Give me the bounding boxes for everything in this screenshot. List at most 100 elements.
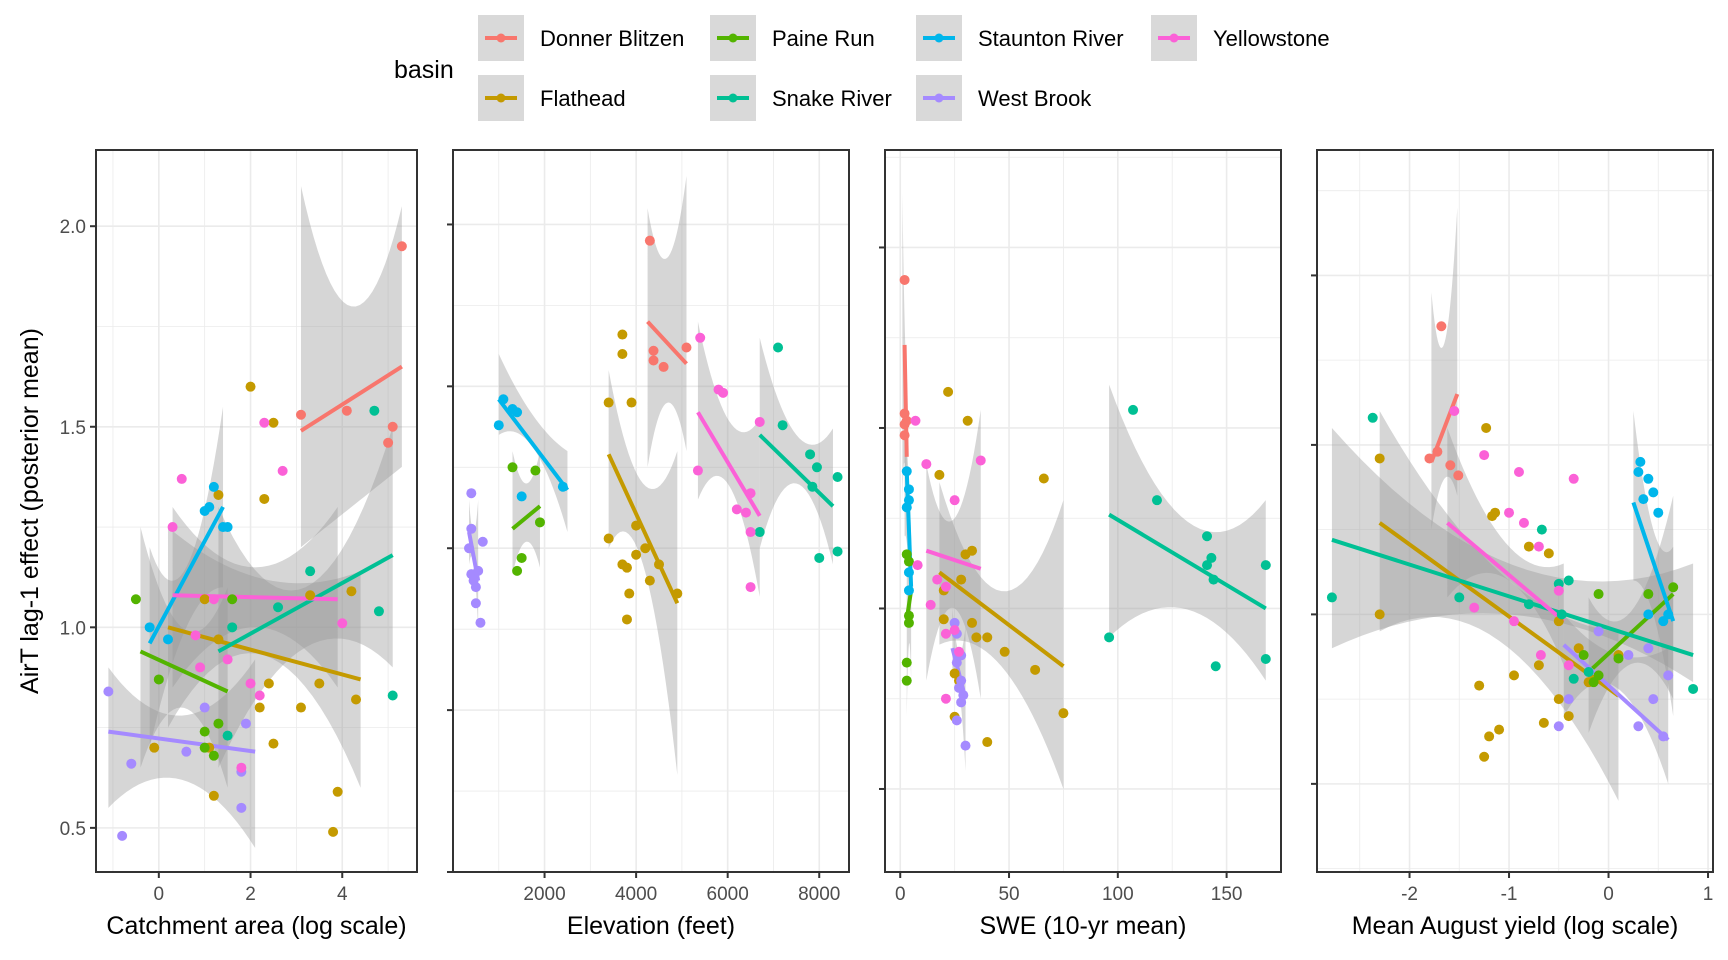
panel-background: [96, 150, 417, 872]
point-flathead: [617, 348, 628, 359]
x-axis-title: Catchment area (log scale): [106, 912, 406, 940]
fit-line-staunton-river: [1631, 501, 1676, 622]
point-flathead: [621, 614, 632, 625]
point-yellowstone: [912, 560, 923, 571]
point-staunton-river: [1653, 507, 1664, 518]
point-west-brook: [468, 575, 479, 586]
point-paine-run: [1643, 589, 1654, 600]
point-snake-river: [1202, 531, 1213, 542]
point-flathead: [1484, 731, 1495, 742]
x-tick-label: 0: [154, 884, 165, 905]
point-staunton-river: [903, 567, 914, 578]
point-paine-run: [516, 552, 527, 563]
legend-label: Staunton River: [978, 26, 1124, 51]
point-yellowstone: [1469, 602, 1480, 613]
point-staunton-river: [162, 634, 173, 645]
point-west-brook: [477, 536, 488, 547]
legend-item-staunton-river: Staunton River: [916, 15, 1124, 61]
point-snake-river: [807, 481, 818, 492]
point-yellowstone: [1533, 541, 1544, 552]
point-yellowstone: [1513, 467, 1524, 478]
point-yellowstone: [949, 625, 960, 636]
fit-line-yellowstone: [696, 411, 762, 517]
point-west-brook: [117, 830, 128, 841]
point-paine-run: [903, 610, 914, 621]
fit-line-west-brook: [1562, 643, 1670, 742]
y-tick-label: 0.5: [60, 819, 86, 840]
point-paine-run: [534, 517, 545, 528]
point-flathead: [1030, 664, 1041, 675]
y-axis-title: AirT lag-1 effect (posterior mean): [16, 328, 44, 694]
fit-line-flathead: [606, 453, 680, 605]
x-tick-label: 50: [998, 884, 1019, 905]
x-tick-label: 8000: [798, 884, 840, 905]
fit-line-donner-blitzen: [646, 320, 688, 366]
point-yellowstone: [259, 417, 270, 428]
fit-line-paine-run: [511, 504, 542, 531]
point-flathead: [603, 533, 614, 544]
x-tick-label: 1: [1703, 884, 1714, 905]
point-snake-river: [1202, 560, 1213, 571]
point-snake-river: [387, 690, 398, 701]
point-staunton-river: [1635, 456, 1646, 467]
point-donner-blitzen: [899, 430, 910, 441]
point-yellowstone: [236, 762, 247, 773]
fit-line-staunton-river: [147, 506, 225, 645]
point-flathead: [624, 588, 635, 599]
point-snake-river: [832, 472, 843, 483]
point-yellowstone: [1509, 616, 1520, 627]
point-west-brook: [464, 543, 475, 554]
legend-key-point: [934, 33, 944, 43]
legend-item-west-brook: West Brook: [916, 75, 1092, 121]
point-flathead: [982, 737, 993, 748]
point-donner-blitzen: [1432, 446, 1443, 457]
point-staunton-river: [498, 394, 509, 405]
point-snake-river: [373, 606, 384, 617]
point-west-brook: [1623, 650, 1634, 661]
point-snake-river: [1556, 609, 1567, 620]
point-snake-river: [1568, 673, 1579, 684]
point-snake-river: [1208, 574, 1219, 585]
point-yellowstone: [745, 527, 756, 538]
confidence-band-paine-run: [512, 451, 540, 575]
point-west-brook: [1593, 626, 1604, 637]
point-donner-blitzen: [648, 355, 659, 366]
point-paine-run: [213, 718, 224, 729]
point-paine-run: [1613, 653, 1624, 664]
point-flathead: [1038, 473, 1049, 484]
point-yellowstone: [740, 507, 751, 518]
point-flathead: [199, 594, 210, 605]
panel-background: [1317, 150, 1713, 872]
point-flathead: [1509, 670, 1520, 681]
point-flathead: [999, 646, 1010, 657]
fit-line-west-brook: [108, 729, 256, 754]
point-flathead: [1487, 511, 1498, 522]
point-west-brook: [1658, 731, 1669, 742]
point-paine-run: [1668, 582, 1679, 593]
point-flathead: [1374, 453, 1385, 464]
point-flathead: [967, 617, 978, 628]
point-staunton-river: [493, 420, 504, 431]
facet-panel-3: 0 50 100 150 SWE (10-yr mean): [879, 149, 1282, 940]
facet-panel-2: 2000 4000 6000 8000 Elevation (feet): [447, 149, 850, 940]
point-yellowstone: [754, 416, 765, 427]
point-snake-river: [777, 420, 788, 431]
point-flathead: [254, 702, 265, 713]
point-flathead: [1553, 694, 1564, 705]
x-tick-label: 4000: [615, 884, 657, 905]
point-flathead: [1543, 548, 1554, 559]
point-west-brook: [951, 715, 962, 726]
point-west-brook: [953, 682, 964, 693]
confidence-band-yellowstone: [697, 321, 760, 597]
point-staunton-river: [222, 522, 233, 533]
point-yellowstone: [167, 522, 178, 533]
x-tick-label: -2: [1401, 884, 1418, 905]
point-staunton-river: [208, 481, 219, 492]
point-donner-blitzen: [901, 415, 912, 426]
y-tick-label: 1.5: [60, 418, 86, 439]
point-flathead: [346, 586, 357, 597]
point-paine-run: [130, 594, 141, 605]
point-yellowstone: [695, 332, 706, 343]
point-donner-blitzen: [383, 437, 394, 448]
